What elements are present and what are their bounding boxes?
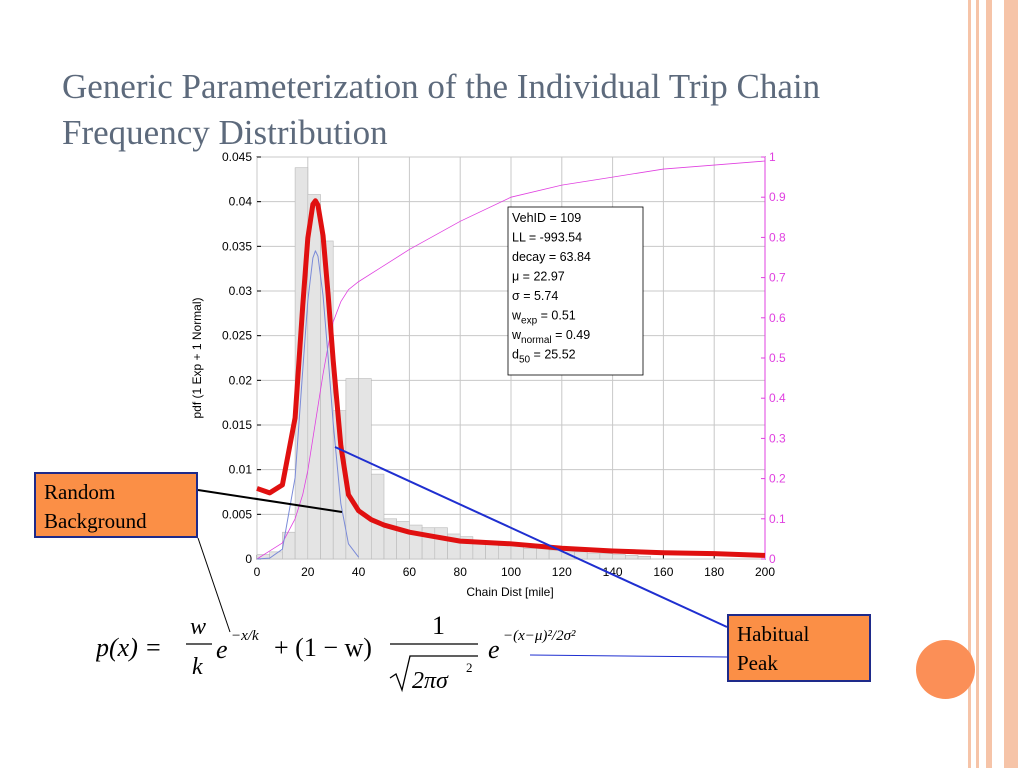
y2-tick-label: 0.6	[769, 311, 786, 325]
y2-tick-label: 1	[769, 150, 776, 164]
x-tick-label: 20	[301, 565, 315, 579]
stats-line: σ = 5.74	[512, 289, 558, 303]
y2-tick-label: 0.5	[769, 351, 786, 365]
formula-exponent-2: −(x−μ)²/2σ²	[503, 628, 576, 644]
formula-square: 2	[466, 660, 473, 675]
histogram-bar	[523, 547, 537, 560]
histogram-bar	[269, 551, 283, 560]
slide-title-line-2: Frequency Distribution	[62, 113, 388, 152]
histogram-bar	[434, 527, 448, 560]
histogram-bar	[612, 554, 626, 560]
formula-k: k	[192, 654, 203, 680]
slide-title: Generic Parameterization of the Individu…	[62, 64, 962, 156]
histogram-bar	[624, 555, 639, 560]
histogram-bar	[548, 549, 563, 560]
formula-mixing: + (1 − w)	[274, 633, 372, 662]
y2-tick-label: 0.3	[769, 431, 786, 445]
y2-tick-label: 0.2	[769, 472, 786, 486]
y-tick-label: 0.04	[229, 195, 253, 209]
stripe	[986, 0, 992, 768]
y-tick-label: 0.03	[229, 284, 253, 298]
habitual-formula-line	[529, 654, 728, 658]
stats-line: LL = -993.54	[512, 231, 582, 245]
x-tick-label: 160	[653, 565, 673, 579]
y2-tick-label: 0.4	[769, 391, 786, 405]
formula-w: w	[190, 614, 206, 640]
stats-line: decay = 63.84	[512, 250, 591, 264]
x-axis-label: Chain Dist [mile]	[466, 585, 553, 599]
y-tick-label: 0	[245, 552, 252, 566]
random-leader-line	[197, 489, 343, 513]
histogram-bar	[599, 553, 613, 560]
formula-exponent-1: −x/k	[231, 628, 259, 644]
callout-text: Habitual	[737, 622, 810, 646]
stripe	[968, 0, 971, 768]
x-tick-label: 140	[603, 565, 623, 579]
histogram-bar	[637, 556, 651, 560]
x-tick-label: 200	[755, 565, 775, 579]
histogram-bar	[370, 473, 385, 560]
x-tick-label: 100	[501, 565, 521, 579]
y-axis-label: pdf (1 Exp + 1 Normal)	[190, 297, 204, 418]
slide-title-line-1: Generic Parameterization of the Individu…	[62, 67, 821, 106]
formula-lhs: p(x) =	[96, 633, 162, 662]
histogram-bar	[510, 545, 524, 560]
sqrt-sign	[389, 655, 478, 693]
x-tick-label: 40	[352, 565, 366, 579]
random-formula-line	[197, 537, 231, 633]
y-tick-label: 0.025	[222, 329, 252, 343]
x-tick-label: 80	[454, 565, 468, 579]
random-background-callout: Random Background	[34, 472, 198, 538]
plot-area: 0 20 40 60 80 100 120 140 160 180 20000.0050.010.0…	[222, 150, 786, 579]
decorative-circle	[916, 640, 975, 699]
stats-line: wexp = 0.51	[511, 309, 576, 327]
formula-one: 1	[432, 611, 445, 640]
x-tick-label: 120	[552, 565, 572, 579]
decorative-stripes	[964, 0, 1024, 768]
habitual-leader-line	[334, 446, 728, 628]
stripe	[976, 0, 979, 768]
stats-line: wnormal = 0.49	[511, 328, 590, 346]
y-tick-label: 0.035	[222, 239, 252, 253]
callout-text: Random	[44, 480, 116, 504]
histogram-bar	[536, 547, 550, 560]
y2-tick-label: 0.7	[769, 271, 786, 285]
x-tick-label: 0	[254, 565, 261, 579]
pdf-formula: p(x) = w k e −x/k + (1 − w) 1 2πσ 2 e −(…	[96, 611, 576, 694]
cdf-line	[256, 160, 766, 560]
y2-tick-label: 0	[769, 552, 776, 566]
formula-sqrt-body: 2πσ	[412, 668, 449, 694]
histogram-bar	[358, 378, 372, 560]
y-tick-label: 0.015	[222, 418, 252, 432]
normal-component-line	[256, 250, 359, 560]
stats-line: d50 = 25.52	[512, 348, 576, 366]
stripe	[1004, 0, 1018, 768]
y2-tick-label: 0.9	[769, 190, 786, 204]
y-tick-label: 0.045	[222, 150, 252, 164]
x-tick-label: 60	[403, 565, 417, 579]
histogram-bar	[497, 545, 512, 560]
y-tick-label: 0.02	[229, 373, 253, 387]
y-tick-label: 0.005	[222, 507, 252, 521]
formula-e1: e	[216, 635, 228, 664]
stats-line: VehID = 109	[512, 211, 581, 225]
histogram-bar	[345, 378, 359, 560]
y2-tick-label: 0.1	[769, 512, 786, 526]
habitual-peak-callout: Habitual Peak	[727, 614, 871, 682]
callout-text: Peak	[737, 651, 778, 675]
x-tick-label: 180	[704, 565, 724, 579]
stats-line: μ = 22.97	[512, 270, 565, 284]
histogram-bar	[307, 194, 321, 560]
stats-box	[507, 206, 644, 376]
y2-tick-label: 0.8	[769, 230, 786, 244]
y-tick-label: 0.01	[229, 463, 253, 477]
callout-text: Background	[44, 509, 147, 533]
histogram-bar	[586, 553, 601, 560]
formula-e2: e	[488, 635, 500, 664]
